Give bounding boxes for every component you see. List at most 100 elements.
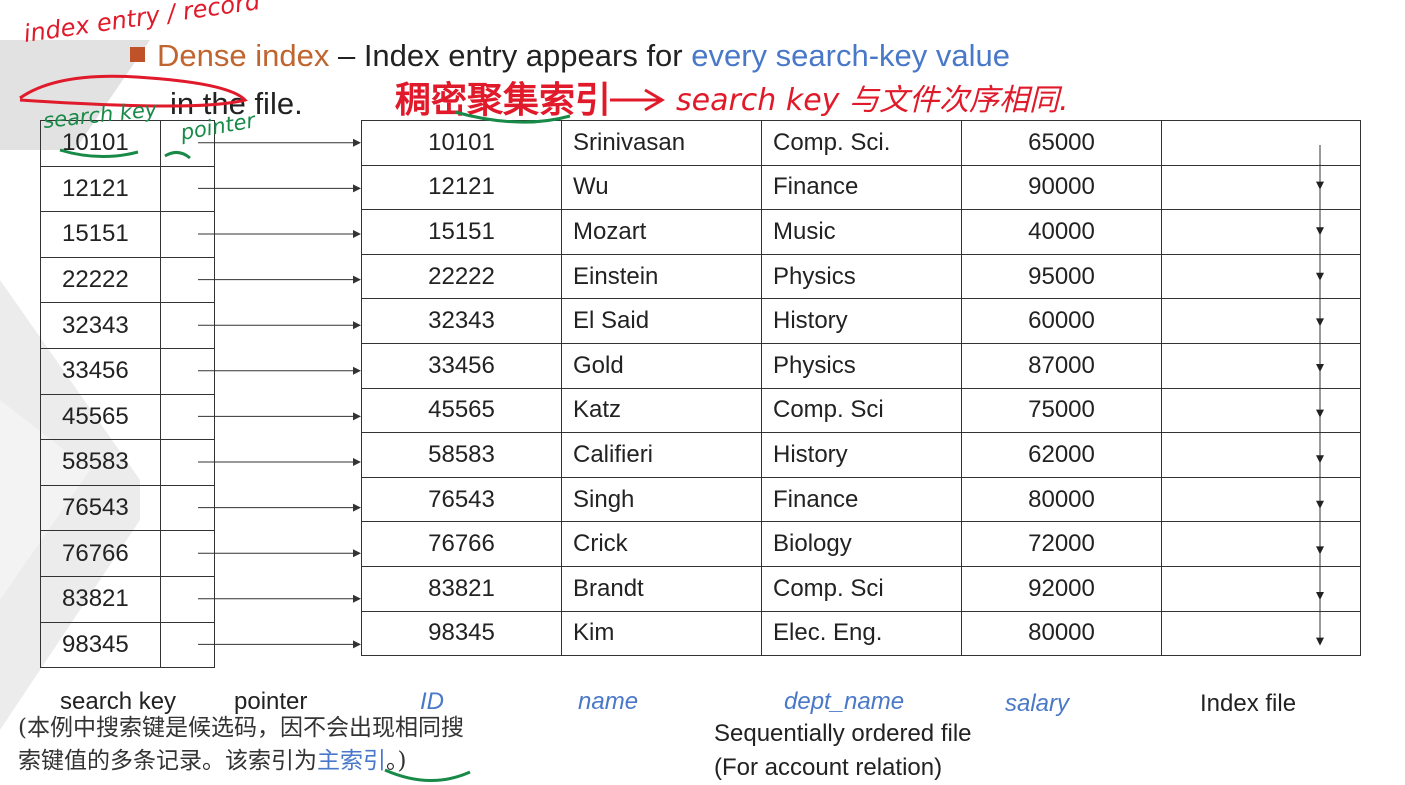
- note-line2-suffix: 。): [386, 748, 407, 774]
- note-line2: 索键值的多条记录。该索引为主索引。): [18, 745, 578, 778]
- record-name: Einstein: [561, 253, 762, 300]
- record-next-pointer: [1161, 432, 1361, 478]
- arrowhead-icon: [353, 640, 361, 649]
- table-row: 22222 Einstein Physics 95000: [361, 253, 1361, 300]
- table-row: 83821 Brandt Comp. Sci 92000: [361, 565, 1361, 612]
- index-entry: 98345: [40, 621, 215, 669]
- record-name: Katz: [561, 387, 762, 434]
- index-pointer-cell: [160, 302, 215, 349]
- heading-rest: – Index entry appears for: [337, 38, 683, 73]
- index-pointer-cell: [160, 439, 215, 486]
- record-salary: 87000: [961, 342, 1162, 389]
- record-id: 98345: [361, 610, 562, 657]
- record-name: Gold: [561, 342, 762, 389]
- record-id: 33456: [361, 342, 562, 389]
- index-entry: 32343: [40, 302, 215, 349]
- index-entry: 83821: [40, 575, 215, 623]
- arrowhead-icon: [353, 549, 361, 558]
- record-dept-name: Biology: [761, 521, 962, 567]
- index-search-key: 10101: [40, 120, 161, 167]
- table-row: 10101 Srinivasan Comp. Sci. 65000: [361, 120, 1361, 166]
- index-entry: 12121: [40, 165, 215, 213]
- index-search-key: 76766: [40, 530, 161, 577]
- index-entry: 58583: [40, 439, 215, 486]
- label-index-file: Index file: [1200, 690, 1297, 717]
- bullet-icon: [130, 47, 145, 62]
- arrowhead-icon: [353, 503, 361, 512]
- record-salary: 80000: [961, 476, 1162, 523]
- index-entry: 33456: [40, 347, 215, 395]
- record-next-pointer: [1161, 120, 1361, 166]
- record-dept-name: Finance: [761, 476, 962, 523]
- arrowhead-icon: [353, 275, 361, 284]
- record-name: Kim: [561, 610, 762, 657]
- record-dept-name: History: [761, 432, 962, 478]
- record-next-pointer: [1161, 164, 1361, 211]
- label-pointer: pointer: [234, 688, 308, 715]
- index-entry: 15151: [40, 211, 215, 258]
- arrowhead-icon: [353, 138, 361, 147]
- index-entry: 22222: [40, 256, 215, 304]
- slide-heading: Dense index – Index entry appears for ev…: [130, 38, 1010, 74]
- index-pointer-cell: [160, 393, 215, 441]
- index-search-key: 98345: [40, 621, 161, 669]
- note-line2-prefix: 索键值的多条记录。该索引为: [18, 748, 317, 774]
- record-name: Srinivasan: [561, 120, 762, 166]
- record-salary: 80000: [961, 610, 1162, 657]
- label-account-relation: (For account relation): [714, 754, 943, 781]
- record-name: Wu: [561, 164, 762, 211]
- record-name: El Said: [561, 298, 762, 344]
- index-pointer-cell: [160, 211, 215, 258]
- record-next-pointer: [1161, 342, 1361, 389]
- record-name: Califieri: [561, 432, 762, 478]
- index-search-key: 22222: [40, 256, 161, 304]
- arrowhead-icon: [353, 594, 361, 603]
- record-next-pointer: [1161, 521, 1361, 567]
- record-next-pointer: [1161, 610, 1361, 657]
- record-name: Singh: [561, 476, 762, 523]
- index-pointer-cell: [160, 575, 215, 623]
- record-name: Crick: [561, 521, 762, 567]
- record-id: 45565: [361, 387, 562, 434]
- arrowhead-icon: [353, 366, 361, 375]
- ink-arrow-icon: [610, 88, 665, 112]
- record-dept-name: Physics: [761, 342, 962, 389]
- record-salary: 75000: [961, 387, 1162, 434]
- table-row: 98345 Kim Elec. Eng. 80000: [361, 610, 1361, 657]
- table-row: 33456 Gold Physics 87000: [361, 342, 1361, 389]
- record-salary: 95000: [961, 253, 1162, 300]
- index-pointer-cell: [160, 621, 215, 669]
- index-file-table: 10101 12121 15151 22222 32343 33456 45565 58583…: [40, 120, 215, 669]
- arrowhead-icon: [353, 321, 361, 330]
- record-id: 22222: [361, 253, 562, 300]
- record-next-pointer: [1161, 565, 1361, 612]
- index-pointer-cell: [160, 120, 215, 167]
- arrowhead-icon: [353, 230, 361, 238]
- sequential-file-table: 10101 Srinivasan Comp. Sci. 65000 12121 Wu Fin…: [361, 120, 1361, 657]
- label-sequential-file: Sequentially ordered file: [714, 720, 972, 747]
- record-salary: 62000: [961, 432, 1162, 478]
- record-next-pointer: [1161, 209, 1361, 255]
- annotation-chinese: 稠密聚集索引: [395, 79, 611, 121]
- index-entry: 10101: [40, 120, 215, 167]
- table-row: 15151 Mozart Music 40000: [361, 209, 1361, 255]
- record-id: 76766: [361, 521, 562, 567]
- index-search-key: 12121: [40, 165, 161, 213]
- record-id: 15151: [361, 209, 562, 255]
- index-entry: 76543: [40, 484, 215, 532]
- index-pointer-cell: [160, 347, 215, 395]
- heading-line2: in the file.: [170, 86, 303, 121]
- note-primary-index: 主索引: [317, 748, 386, 774]
- record-salary: 40000: [961, 209, 1162, 255]
- record-id: 32343: [361, 298, 562, 344]
- record-next-pointer: [1161, 298, 1361, 344]
- record-dept-name: Comp. Sci: [761, 565, 962, 612]
- index-search-key: 15151: [40, 211, 161, 258]
- table-row: 12121 Wu Finance 90000: [361, 164, 1361, 211]
- record-next-pointer: [1161, 253, 1361, 300]
- record-next-pointer: [1161, 387, 1361, 434]
- record-id: 12121: [361, 164, 562, 211]
- table-row: 45565 Katz Comp. Sci 75000: [361, 387, 1361, 434]
- table-row: 76766 Crick Biology 72000: [361, 521, 1361, 567]
- heading-term: Dense index: [157, 38, 330, 73]
